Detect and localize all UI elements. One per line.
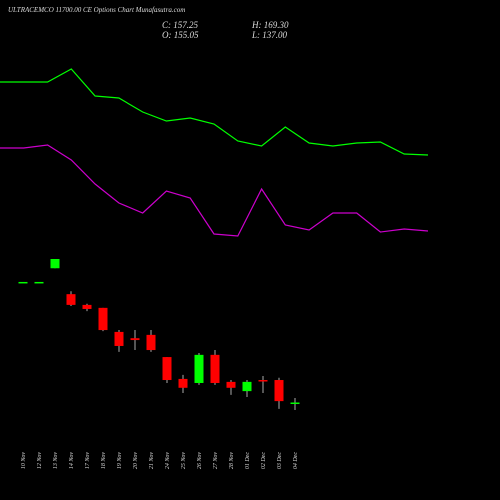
stat-open: O: 155.05 [162, 30, 199, 40]
candle-body [258, 380, 268, 382]
x-tick-label: 20 Nov [133, 452, 139, 470]
x-tick-label: 12 Nov [37, 452, 43, 470]
candle-body [34, 281, 44, 284]
x-tick-label: 27 Nov [213, 452, 219, 470]
x-tick-label: 28 Nov [229, 452, 235, 470]
x-tick-label: 01 Dec [245, 452, 251, 469]
candle-body [242, 381, 252, 392]
x-tick-label: 02 Dec [261, 452, 267, 469]
x-tick-label: 13 Nov [53, 452, 59, 470]
chart-title: ULTRACEMCO 11700.00 CE Options Chart Mun… [8, 6, 185, 14]
indicator-line [0, 68, 429, 156]
candle-body [194, 354, 204, 383]
candle-body [274, 380, 284, 402]
candle-body [178, 378, 188, 388]
x-tick-label: 18 Nov [101, 452, 107, 470]
x-tick-label: 14 Nov [68, 452, 75, 470]
x-tick-label: 03 Dec [277, 452, 283, 469]
candle-body [226, 381, 236, 388]
candle-body [210, 354, 220, 383]
candle-body [162, 357, 172, 381]
indicator-line [0, 144, 429, 237]
candle-body [50, 259, 60, 269]
x-tick-label: 19 Nov [117, 452, 123, 470]
candle-body [146, 334, 156, 351]
candle-body [130, 338, 140, 341]
candle-body [18, 281, 28, 284]
candle-body [114, 331, 124, 346]
x-tick-label: 25 Nov [181, 452, 187, 470]
stat-low: L: 137.00 [251, 30, 288, 40]
candle-body [98, 307, 108, 331]
x-tick-label: 21 Nov [149, 452, 155, 470]
x-tick-label: 17 Nov [85, 452, 91, 470]
x-tick-label: 04 Dec [292, 452, 299, 469]
stat-high: H: 169.30 [251, 20, 289, 30]
x-tick-label: 10 Nov [21, 452, 27, 470]
x-tick-label: 24 Nov [164, 452, 171, 470]
x-tick-label: 26 Nov [197, 452, 203, 470]
candle-body [82, 304, 92, 309]
candle-body [66, 294, 76, 305]
stat-close: C: 157.25 [162, 20, 199, 30]
candle-body [290, 402, 300, 405]
